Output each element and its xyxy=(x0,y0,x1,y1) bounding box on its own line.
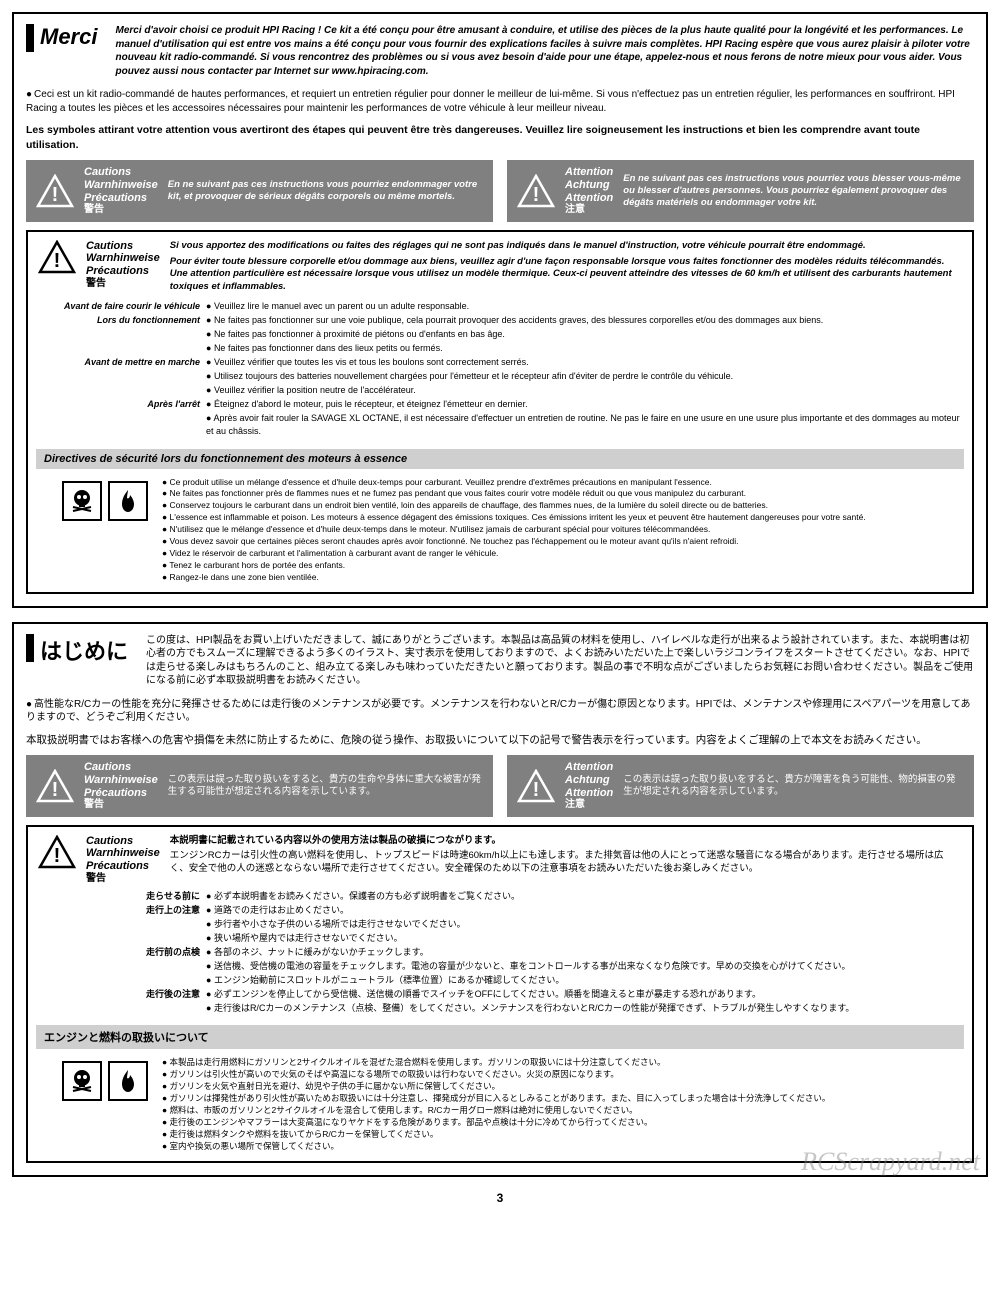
warn-labels-inner: Cautions Warnhinweise Précautions 警告 xyxy=(86,835,160,884)
bullet-french: Ceci est un kit radio-commandé de hautes… xyxy=(26,88,974,115)
warn-labels-attention: Attention Achtung Attention 注意 xyxy=(565,166,613,215)
flame-icon xyxy=(108,481,148,521)
def-row: 狭い場所や屋内では走行させないでください。 xyxy=(38,932,962,945)
def-row: Veuillez vérifier la position neutre de … xyxy=(38,384,962,397)
warn-cautions-box-jp: ! Cautions Warnhinweise Précautions 警告 こ… xyxy=(26,755,493,816)
warning-triangle-icon: ! xyxy=(38,240,76,274)
hazard-item: Videz le réservoir de carburant et l'ali… xyxy=(162,548,962,560)
gray-bar-french: Directives de sécurité lors du fonctionn… xyxy=(36,449,964,469)
hazard-item: 室内や換気の悪い場所で保管してください。 xyxy=(162,1141,962,1153)
warning-triangle-icon: ! xyxy=(517,769,555,803)
def-row: Avant de faire courir le véhiculeVeuille… xyxy=(38,300,962,313)
lead-japanese: 本取扱説明書ではお客様への危害や損傷を未然に防止するために、危険の従う操作、お取… xyxy=(26,733,974,748)
page-number: 3 xyxy=(12,1191,988,1205)
svg-text:!: ! xyxy=(54,250,61,272)
warn-attention-box: ! Attention Achtung Attention 注意 En ne s… xyxy=(507,160,974,221)
def-row: 送信機、受信機の電池の容量をチェックします。電池の容量が少ないと、車をコントロー… xyxy=(38,960,962,973)
hazard-item: Rangez-le dans une zone bien ventilée. xyxy=(162,572,962,584)
def-row: エンジン始動前にスロットルがニュートラル（標準位置）にあるか確認してください。 xyxy=(38,974,962,987)
hazard-item: N'utilisez que le mélange d'essence et d… xyxy=(162,524,962,536)
warn-labels-attention: Attention Achtung Attention 注意 xyxy=(565,761,613,810)
hazard-item: ガソリンを火気や直射日光を避け、幼児や子供の手に届かない所に保管してください。 xyxy=(162,1081,962,1093)
warning-triangle-icon: ! xyxy=(38,835,76,869)
hazard-item: 走行後は燃料タンクや燃料を抜いてからR/Cカーを保管してください。 xyxy=(162,1129,962,1141)
hazard-item: Conservez toujours le carburant dans un … xyxy=(162,500,962,512)
warning-triangle-icon: ! xyxy=(36,174,74,208)
svg-text:!: ! xyxy=(54,845,61,867)
title-hajimeni: はじめに xyxy=(40,634,128,666)
warn-cautions-box: ! Cautions Warnhinweise Précautions 警告 E… xyxy=(26,160,493,221)
hazard-row-japanese: 本製品は走行用燃料にガソリンと2サイクルオイルを混ぜた混合燃料を使用します。ガソ… xyxy=(38,1057,962,1152)
warn-text-left-jp: この表示は誤った取り扱いをすると、貴方の生命や身体に重大な被害が発生する可能性が… xyxy=(168,774,483,799)
gray-bar-japanese: エンジンと燃料の取扱いについて xyxy=(36,1025,964,1049)
warn-labels-cautions: Cautions Warnhinweise Précautions 警告 xyxy=(84,166,158,215)
hazard-item: 走行後のエンジンやマフラーは大変高温になりヤケドをする危険があります。部品や点検… xyxy=(162,1117,962,1129)
def-row: Lors du fonctionnementNe faites pas fonc… xyxy=(38,314,962,327)
inner-warn-text-fr: Si vous apportez des modifications ou fa… xyxy=(170,240,962,294)
section-french: Merci Merci d'avoir choisi ce produit HP… xyxy=(12,12,988,608)
hazard-item: Ne faites pas fonctionner près de flamme… xyxy=(162,488,962,500)
warn-text-right-jp: この表示は誤った取り扱いをすると、貴方が障害を負う可能性、物的損害の発生が想定さ… xyxy=(623,774,964,799)
def-list-french: Avant de faire courir le véhiculeVeuille… xyxy=(38,300,962,438)
warn-row-japanese: ! Cautions Warnhinweise Précautions 警告 こ… xyxy=(26,755,974,816)
intro-japanese: この度は、HPI製品をお買い上げいただきまして、誠にありがとうございます。本製品… xyxy=(146,634,974,688)
warn-attention-box-jp: ! Attention Achtung Attention 注意 この表示は誤っ… xyxy=(507,755,974,816)
hazard-item: L'essence est inflammable et poison. Les… xyxy=(162,512,962,524)
warning-triangle-icon: ! xyxy=(36,769,74,803)
def-row: Après l'arrêtÉteignez d'abord le moteur,… xyxy=(38,398,962,411)
header-french: Merci Merci d'avoir choisi ce produit HP… xyxy=(26,24,974,78)
bullet-japanese: 高性能なR/Cカーの性能を充分に発揮させるためには走行後のメンテナンスが必要です… xyxy=(26,698,974,725)
def-row: Ne faites pas fonctionner dans des lieux… xyxy=(38,342,962,355)
warn-labels-cautions: Cautions Warnhinweise Précautions 警告 xyxy=(84,761,158,810)
def-row: 走行後の注意必ずエンジンを停止してから受信機、送信機の順番でスイッチをOFFにし… xyxy=(38,988,962,1001)
inner-warn-french: ! Cautions Warnhinweise Précautions 警告 S… xyxy=(38,240,962,294)
svg-text:!: ! xyxy=(52,779,59,801)
title-merci: Merci xyxy=(40,24,97,50)
hazard-item: ガソリンは引火性が高いので火気のそばや高温になる場所での取扱いは行わないでくださ… xyxy=(162,1069,962,1081)
warn-text-left-fr: En ne suivant pas ces instructions vous … xyxy=(168,179,483,204)
def-row: 走行後はR/Cカーのメンテナンス（点検、整備）をしてください。メンテナンスを行わ… xyxy=(38,1002,962,1015)
header-japanese: はじめに この度は、HPI製品をお買い上げいただきまして、誠にありがとうございま… xyxy=(26,634,974,688)
warning-triangle-icon: ! xyxy=(517,174,555,208)
def-list-japanese: 走らせる前に必ず本説明書をお読みください。保護者の方も必ず説明書をご覧ください。… xyxy=(38,890,962,1015)
hazard-item: ガソリンは揮発性があり引火性が高いためお取扱いには十分注意し、揮発成分が目に入る… xyxy=(162,1093,962,1105)
title-tab xyxy=(26,24,34,52)
def-row: 走らせる前に必ず本説明書をお読みください。保護者の方も必ず説明書をご覧ください。 xyxy=(38,890,962,903)
section-japanese: はじめに この度は、HPI製品をお買い上げいただきまして、誠にありがとうございま… xyxy=(12,622,988,1177)
hazard-icons xyxy=(38,1057,148,1101)
flame-icon xyxy=(108,1061,148,1101)
hazard-list-japanese: 本製品は走行用燃料にガソリンと2サイクルオイルを混ぜた混合燃料を使用します。ガソ… xyxy=(162,1057,962,1152)
hazard-item: Ce produit utilise un mélange d'essence … xyxy=(162,477,962,489)
inner-warn-japanese: ! Cautions Warnhinweise Précautions 警告 本… xyxy=(38,835,962,884)
hazard-row-french: Ce produit utilise un mélange d'essence … xyxy=(38,477,962,584)
warn-text-right-fr: En ne suivant pas ces instructions vous … xyxy=(623,173,964,210)
hazard-item: 本製品は走行用燃料にガソリンと2サイクルオイルを混ぜた混合燃料を使用します。ガソ… xyxy=(162,1057,962,1069)
hazard-list-french: Ce produit utilise un mélange d'essence … xyxy=(162,477,962,584)
lead-french: Les symboles attirant votre attention vo… xyxy=(26,123,974,152)
svg-text:!: ! xyxy=(533,779,540,801)
def-row: Utilisez toujours des batteries nouvelle… xyxy=(38,370,962,383)
def-row: Avant de mettre en marcheVeuillez vérifi… xyxy=(38,356,962,369)
warn-row-french: ! Cautions Warnhinweise Précautions 警告 E… xyxy=(26,160,974,221)
warn-labels-inner: Cautions Warnhinweise Précautions 警告 xyxy=(86,240,160,289)
skull-icon xyxy=(62,481,102,521)
safety-box-japanese: ! Cautions Warnhinweise Précautions 警告 本… xyxy=(26,825,974,1163)
svg-text:!: ! xyxy=(52,184,59,206)
intro-french: Merci d'avoir choisi ce produit HPI Raci… xyxy=(115,24,974,78)
safety-box-french: ! Cautions Warnhinweise Précautions 警告 S… xyxy=(26,230,974,594)
def-row: 歩行者や小さな子供のいる場所では走行させないでください。 xyxy=(38,918,962,931)
def-row: Après avoir fait rouler la SAVAGE XL OCT… xyxy=(38,412,962,438)
hazard-item: Tenez le carburant hors de portée des en… xyxy=(162,560,962,572)
hazard-icons xyxy=(38,477,148,521)
title-tab xyxy=(26,634,34,662)
skull-icon xyxy=(62,1061,102,1101)
svg-text:!: ! xyxy=(533,184,540,206)
def-row: 走行上の注意道路での走行はお止めください。 xyxy=(38,904,962,917)
inner-warn-text-jp: 本説明書に記載されている内容以外の使用方法は製品の破損につながります。 エンジン… xyxy=(170,835,962,876)
hazard-item: Vous devez savoir que certaines pièces s… xyxy=(162,536,962,548)
hazard-item: 燃料は、市販のガソリンと2サイクルオイルを混合して使用します。R/Cカー用グロー… xyxy=(162,1105,962,1117)
def-row: 走行前の点検各部のネジ、ナットに緩みがないかチェックします。 xyxy=(38,946,962,959)
def-row: Ne faites pas fonctionner à proximité de… xyxy=(38,328,962,341)
